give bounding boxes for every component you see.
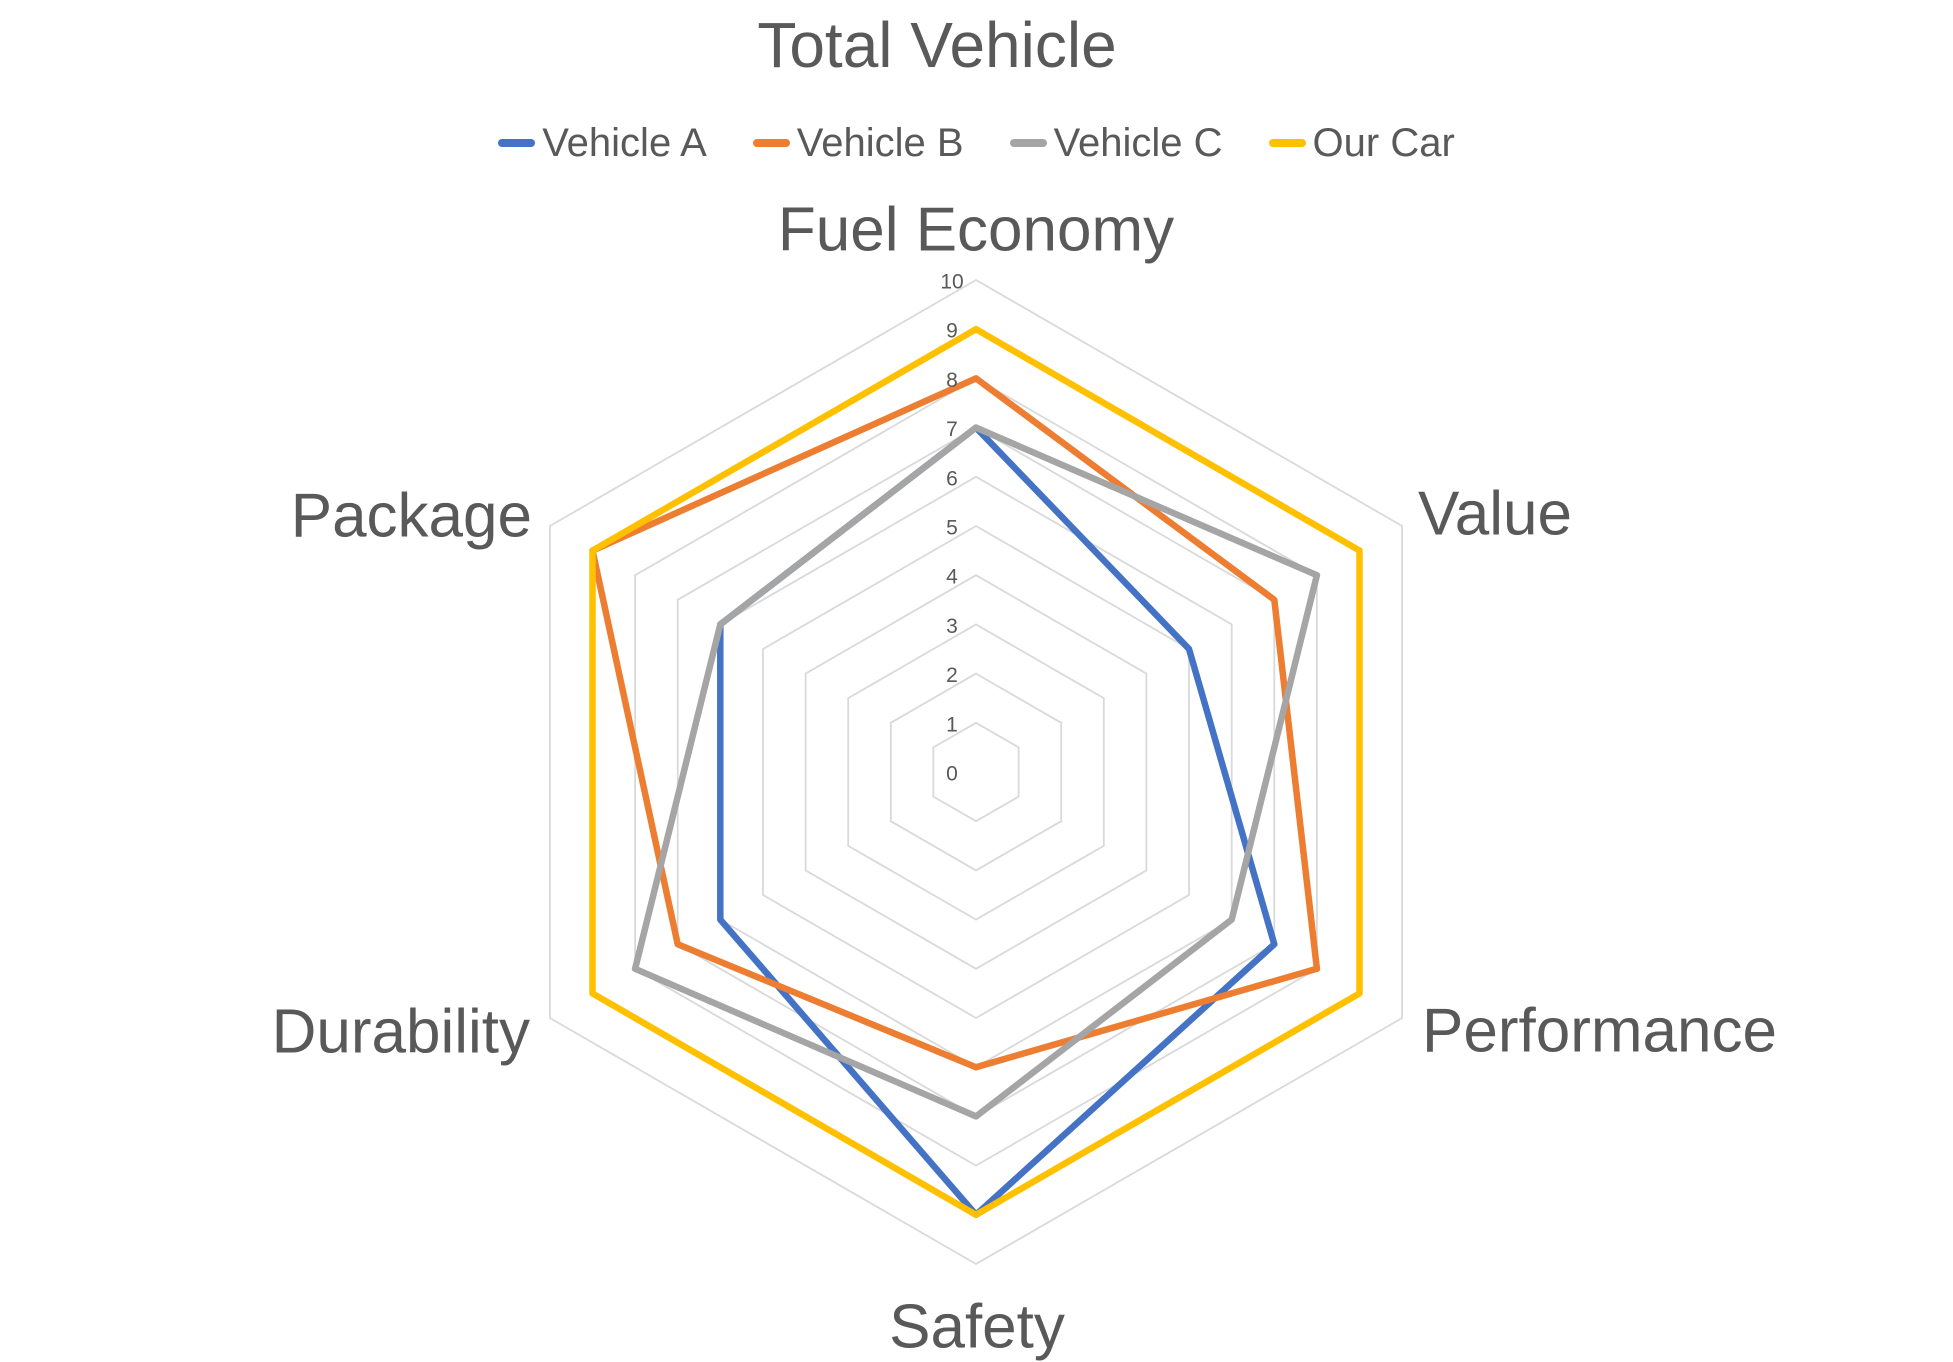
legend-swatch-vehicle-b: [752, 139, 790, 147]
axis-label-value: Value: [1418, 480, 1572, 549]
grid-ring-3: [847, 623, 1105, 921]
tick-label-2: 2: [946, 664, 958, 687]
chart-title: Total Vehicle: [757, 9, 1117, 81]
tick-label-10: 10: [940, 271, 963, 294]
legend-swatch-our-car: [1268, 139, 1306, 147]
tick-label-0: 0: [946, 763, 958, 786]
category-axis-labels: Fuel Economy Value Performance Safety Durabi…: [272, 196, 1777, 1362]
legend-item-vehicle-c: Vehicle C: [1009, 120, 1223, 166]
tick-label-8: 8: [946, 369, 958, 392]
axis-label-durability: Durability: [272, 998, 530, 1067]
tick-label-3: 3: [946, 615, 958, 638]
legend-label-our-car: Our Car: [1312, 120, 1455, 165]
series-line-our-car: [589, 325, 1363, 1219]
tick-label-9: 9: [946, 320, 958, 343]
legend-item-vehicle-a: Vehicle A: [498, 121, 707, 166]
grid-ring-9: [591, 328, 1361, 1216]
series-layer: [589, 325, 1363, 1219]
legend-label-vehicle-c: Vehicle C: [1053, 120, 1223, 165]
series-line-vehicle-c: [631, 424, 1321, 1120]
legend-item-our-car: Our Car: [1268, 120, 1455, 166]
tick-label-6: 6: [946, 467, 958, 490]
grid-ring-1: [932, 721, 1020, 823]
tick-label-4: 4: [946, 566, 958, 589]
grid-ring-8: [634, 377, 1318, 1167]
grid-ring-10: [549, 278, 1403, 1266]
legend-swatch-vehicle-a: [498, 139, 536, 147]
tick-label-7: 7: [946, 418, 958, 441]
legend-label-vehicle-b: Vehicle B: [796, 120, 964, 165]
axis-label-package: Package: [291, 482, 532, 551]
grid-ring-4: [804, 574, 1148, 970]
value-axis-ticks: 0 1 2 3 4 5 6 7 8 9 10: [940, 271, 963, 786]
legend-label-vehicle-a: Vehicle A: [542, 120, 707, 165]
legend-swatch-vehicle-c: [1009, 139, 1047, 147]
grid-ring-5: [762, 524, 1190, 1020]
tick-label-5: 5: [946, 517, 958, 540]
axis-label-safety: Safety: [889, 1293, 1065, 1362]
tick-label-1: 1: [946, 713, 958, 736]
chart-legend: Vehicle A Vehicle B Vehicle C Our Car: [0, 118, 1953, 168]
grid-ring-2: [889, 672, 1063, 872]
axis-label-fuel-economy: Fuel Economy: [778, 196, 1174, 265]
legend-item-vehicle-b: Vehicle B: [752, 120, 964, 166]
axis-label-performance: Performance: [1422, 997, 1777, 1066]
